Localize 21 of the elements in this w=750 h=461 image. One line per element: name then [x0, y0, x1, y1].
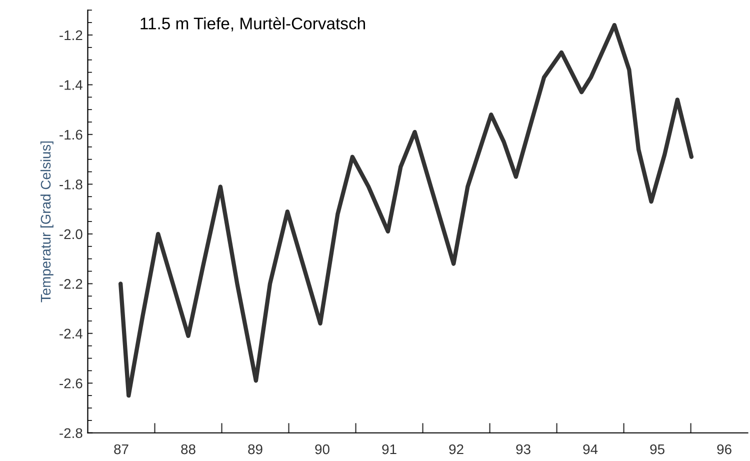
x-tick-label: 96 — [717, 444, 732, 454]
chart-title: 11.5 m Tiefe, Murtèl-Corvatsch — [140, 16, 365, 32]
y-tick-label: -1.8 — [60, 180, 82, 190]
y-tick-label: -2.0 — [60, 229, 82, 240]
x-tick-label: 87 — [114, 444, 128, 454]
y-tick-label: -1.4 — [60, 80, 82, 90]
x-tick-label: 95 — [650, 444, 664, 454]
x-tick-label: 90 — [315, 444, 330, 454]
x-tick-label: 89 — [248, 444, 262, 454]
x-tick-label: 92 — [449, 444, 464, 454]
x-tick-label: 91 — [382, 444, 396, 454]
x-tick-label: 93 — [516, 444, 530, 454]
x-tick-label: 94 — [583, 444, 598, 454]
y-tick-label: -1.6 — [60, 130, 82, 140]
y-axis-title: Temperatur [Grad Celsius] — [40, 141, 54, 302]
y-tick-label: -2.8 — [60, 428, 82, 438]
y-tick-label: -2.4 — [60, 328, 82, 338]
y-tick-label: -1.2 — [60, 30, 82, 40]
y-tick-label: -2.2 — [60, 279, 82, 289]
y-tick-label: -2.6 — [60, 378, 82, 388]
x-tick-label: 88 — [181, 444, 196, 454]
